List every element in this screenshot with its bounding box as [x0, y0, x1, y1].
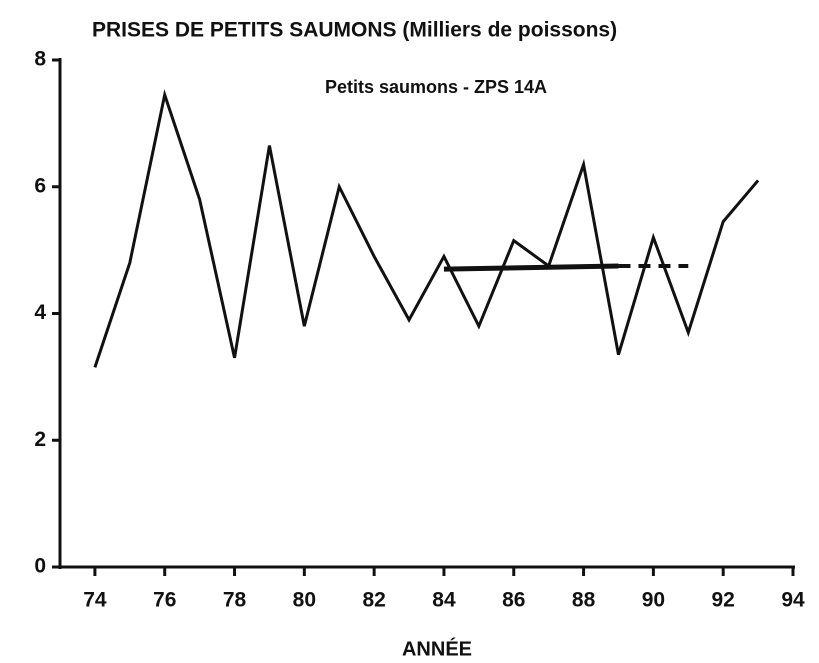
x-axis-label: ANNÉE [402, 637, 472, 660]
annotation: Petits saumons - ZPS 14A [325, 77, 547, 97]
x-tick-label: 82 [362, 589, 385, 612]
y-tick-label: 6 [34, 174, 46, 197]
y-tick-label: 0 [34, 555, 46, 578]
x-tick-label: 74 [83, 589, 107, 612]
y-tick-label: 8 [34, 48, 46, 71]
x-tick-label: 76 [153, 589, 176, 612]
x-tick-label: 90 [642, 589, 665, 612]
y-tick-label: 2 [34, 428, 46, 451]
x-tick-label: 92 [712, 589, 735, 612]
x-tick-label: 94 [781, 589, 805, 612]
x-tick-label: 84 [432, 589, 456, 612]
data-line [443, 263, 619, 272]
x-tick-label: 88 [572, 589, 596, 612]
data-line [93, 89, 760, 368]
x-tick-label: 80 [293, 589, 316, 612]
x-tick-label: 78 [223, 589, 247, 612]
y-tick-label: 4 [34, 301, 46, 324]
x-tick-label: 86 [502, 589, 525, 612]
chart-title: PRISES DE PETITS SAUMONS (Milliers de po… [92, 19, 617, 42]
